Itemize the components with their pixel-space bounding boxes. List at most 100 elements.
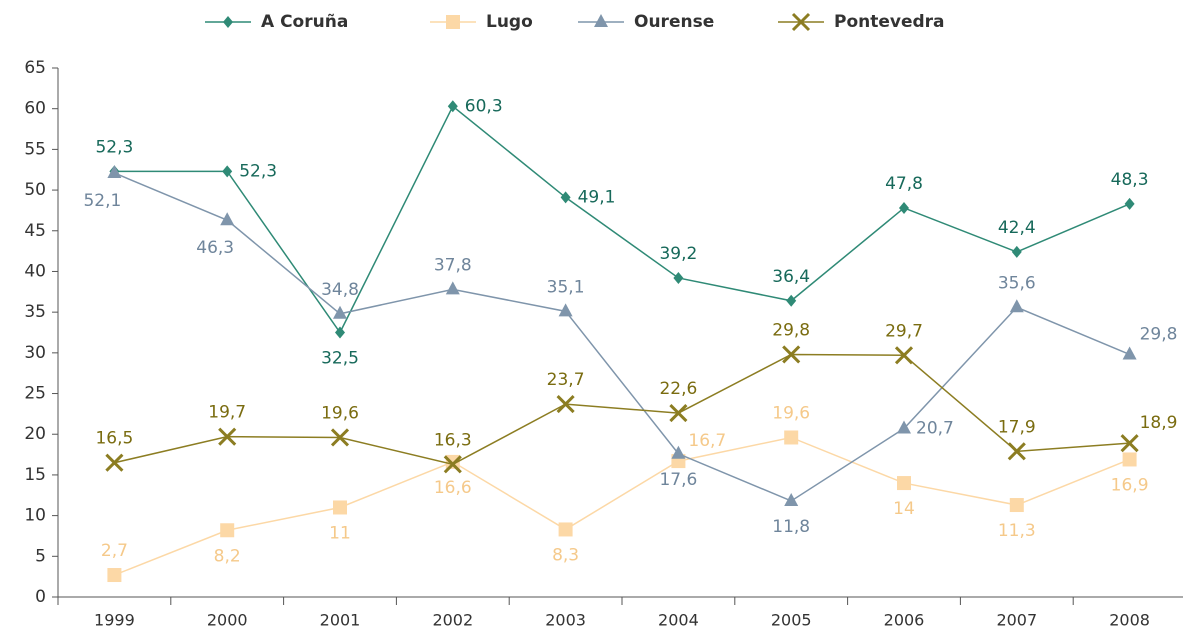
series-line [114,172,1130,502]
point [669,404,688,423]
data-label: 17,6 [659,470,697,490]
data-label: 29,8 [772,320,810,340]
data-label: 19,6 [321,403,359,423]
data-label: 46,3 [196,238,234,258]
x-tick-label: 2002 [432,611,473,630]
data-label: 52,3 [239,161,277,181]
series-line [114,353,1130,466]
point [671,445,686,459]
data-label: 36,4 [772,267,810,287]
data-label: 49,1 [578,187,616,207]
y-tick-label: 40 [24,261,46,281]
point [899,201,909,214]
x-tick-label: 2001 [320,611,361,630]
data-label: 39,2 [659,244,697,264]
point [445,454,460,469]
data-label: 14 [893,499,915,519]
data-label: 23,7 [547,370,585,390]
series-line [114,436,1130,576]
x-tick-label: 2005 [771,611,812,630]
y-tick-label: 45 [24,221,46,241]
data-label: 37,8 [434,255,472,275]
point [1009,299,1024,313]
point [330,428,350,447]
data-label: 34,8 [321,280,359,300]
data-label: 16,3 [434,430,472,450]
data-label: 20,7 [916,419,954,439]
point [1007,442,1026,461]
point [673,271,684,284]
data-label: 16,9 [1111,475,1149,495]
x-tick-label: 2003 [545,611,586,630]
point [782,345,801,364]
data-label: 11,8 [772,517,810,537]
x-tick-label: 2004 [658,611,699,630]
x-tick-label: 2008 [1109,611,1150,630]
point [1124,197,1135,210]
data-label: 2,7 [101,541,128,561]
point [1120,434,1139,453]
point [445,281,460,295]
point [220,523,235,538]
data-label: 35,1 [547,277,585,297]
y-tick-label: 55 [24,139,46,159]
y-tick-label: 0 [35,587,46,607]
data-label: 8,3 [552,545,579,565]
data-label: 48,3 [1111,170,1149,190]
x-tick-label: 2000 [207,611,248,630]
data-label: 42,4 [998,218,1036,238]
point [107,164,122,178]
legend-label: Ourense [634,12,714,32]
data-label: 19,7 [208,403,246,423]
point [107,568,122,583]
legend-marker [446,15,460,29]
point [1009,498,1024,513]
point [897,420,911,434]
legend-marker [791,12,811,32]
series-line [114,105,1130,334]
y-tick-label: 35 [24,302,46,322]
point [335,326,345,339]
point [218,427,237,446]
point [560,191,571,204]
point [558,522,573,537]
point [105,453,124,472]
data-label: 8,2 [214,546,241,566]
point [894,346,914,365]
point [558,303,573,317]
point [443,455,462,474]
point [222,165,233,178]
data-label: 18,9 [1140,413,1178,433]
data-label: 52,3 [95,137,133,157]
data-label: 35,6 [998,273,1036,293]
data-label: 29,7 [885,321,923,341]
y-tick-label: 30 [24,343,46,363]
data-label: 47,8 [885,174,923,194]
point [897,476,911,491]
data-label: 17,9 [998,417,1036,437]
point [784,430,799,445]
x-tick-label: 1999 [94,611,135,630]
y-tick-label: 10 [24,506,46,526]
y-tick-label: 5 [35,546,46,566]
point [786,294,797,307]
legend-label: A Coruña [261,12,348,32]
legend-marker [223,16,233,28]
y-tick-label: 60 [24,99,46,119]
x-tick-label: 2007 [996,611,1037,630]
data-label: 11 [329,523,351,543]
point [1011,245,1022,258]
y-tick-label: 15 [24,465,46,485]
point [556,395,575,414]
data-label: 60,3 [465,96,503,116]
data-label: 32,5 [321,349,359,369]
data-label: 16,6 [434,478,472,498]
data-label: 16,7 [688,431,726,451]
point [333,500,347,515]
data-label: 22,6 [659,379,697,399]
data-label: 11,3 [998,521,1036,541]
y-tick-label: 20 [24,424,46,444]
point [220,212,235,226]
y-tick-label: 65 [24,58,46,78]
